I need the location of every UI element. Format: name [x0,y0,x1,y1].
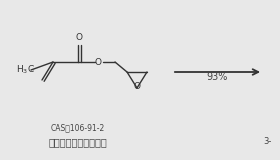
Text: O: O [76,33,83,42]
Text: H$_3$C: H$_3$C [16,64,35,76]
Text: 93%: 93% [207,72,228,82]
Text: O: O [134,82,141,91]
Text: CAS：106-91-2: CAS：106-91-2 [51,124,105,132]
Text: 3-: 3- [264,137,272,147]
Text: 甲基丙烯酸缩水甘油酯: 甲基丙烯酸缩水甘油酯 [49,137,107,147]
Text: O: O [94,57,101,67]
